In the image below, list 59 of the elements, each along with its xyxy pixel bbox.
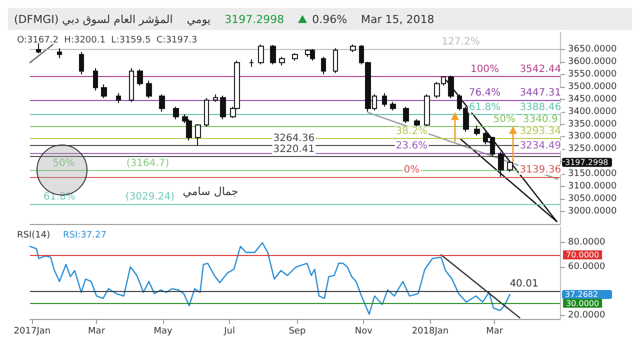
annotation: (3029.24) bbox=[125, 192, 175, 203]
y-tick-label: 60.0000 bbox=[568, 262, 606, 272]
y-tick-label: 3650.0000 bbox=[568, 44, 617, 54]
annotation: 50% bbox=[52, 158, 75, 169]
y-tick-label: 3150.0000 bbox=[568, 169, 617, 180]
annotation: 3264.36 bbox=[273, 133, 315, 144]
annotation: 61.8% bbox=[468, 102, 501, 114]
annotation: 3542.44 bbox=[520, 64, 562, 75]
annotation: 40.01 bbox=[510, 278, 538, 290]
text: 37.2682 bbox=[565, 290, 598, 299]
x-tick-label: May bbox=[154, 326, 174, 336]
y-tick-label: 3250.0000 bbox=[568, 144, 617, 154]
annotation: 3139.36 bbox=[520, 164, 562, 176]
text: Mar 15, 2018 bbox=[361, 12, 434, 26]
y-tick-label: 80.0000 bbox=[568, 238, 606, 248]
y-tick-label: 3300.0000 bbox=[568, 132, 617, 142]
y-tick-label: 3500.0000 bbox=[568, 82, 617, 92]
annotation: 76.4% bbox=[468, 87, 501, 98]
text: 3197.2998 bbox=[565, 158, 608, 167]
annotation: 3220.41 bbox=[273, 144, 315, 156]
y-tick-label: 3400.0000 bbox=[568, 106, 617, 117]
y-tick-label: 3100.0000 bbox=[568, 182, 617, 192]
y-tick-label: 20.0000 bbox=[568, 310, 606, 320]
text: 3197.2998 bbox=[224, 12, 284, 26]
annotation: 61.8% bbox=[44, 192, 76, 203]
annotation: جمال سامي bbox=[182, 185, 238, 198]
x-tick-label: Mar bbox=[88, 326, 106, 336]
y-tick-label: 3450.0000 bbox=[568, 94, 617, 104]
annotation: 3293.34 bbox=[520, 126, 562, 137]
x-tick-label: Sep bbox=[288, 326, 306, 336]
annotation: 100% bbox=[470, 64, 500, 75]
text: يومي bbox=[186, 12, 211, 26]
annotation: 0% bbox=[404, 164, 420, 176]
chart-subtitle: O:3167.2 H:3200.1 L:3159.5 C:3197.3 bbox=[17, 36, 198, 46]
x-tick-label: Nov bbox=[354, 326, 374, 336]
y-tick-label: 3550.0000 bbox=[568, 69, 617, 80]
annotation: 127.2% bbox=[442, 36, 480, 48]
annotation: 38.2% bbox=[396, 126, 428, 137]
annotation: 50% bbox=[493, 114, 516, 126]
annotation: 3340.9 bbox=[522, 114, 558, 126]
annotation: 3234.49 bbox=[520, 140, 562, 152]
y-tick-label: 3600.0000 bbox=[568, 56, 617, 67]
chart-title: RSI(14) bbox=[17, 230, 50, 240]
x-tick-label: Jul bbox=[223, 326, 235, 336]
x-tick-label: Mar bbox=[486, 326, 504, 336]
chart-title: المؤشر العام لسوق دبي (DFMGI) bbox=[14, 12, 173, 26]
annotation: (3164.7) bbox=[126, 158, 170, 169]
ref-line-label: 30.0000 bbox=[566, 298, 600, 308]
y-tick-label: 3050.0000 bbox=[568, 194, 617, 204]
ref-line-label: 70.0000 bbox=[566, 250, 600, 260]
text: 0.96% bbox=[312, 12, 348, 26]
y-tick-label: 3000.0000 bbox=[568, 206, 617, 217]
y-tick-label: 3350.0000 bbox=[568, 119, 617, 130]
annotation: 3388.46 bbox=[520, 102, 562, 114]
x-tick-label: 2017Jan bbox=[14, 326, 51, 336]
annotation: 3447.31 bbox=[520, 87, 562, 98]
annotation: 23.6% bbox=[396, 140, 428, 152]
chart-subtitle: RSI:37.27 bbox=[63, 230, 106, 240]
x-tick-label: 2018Jan bbox=[412, 326, 449, 336]
